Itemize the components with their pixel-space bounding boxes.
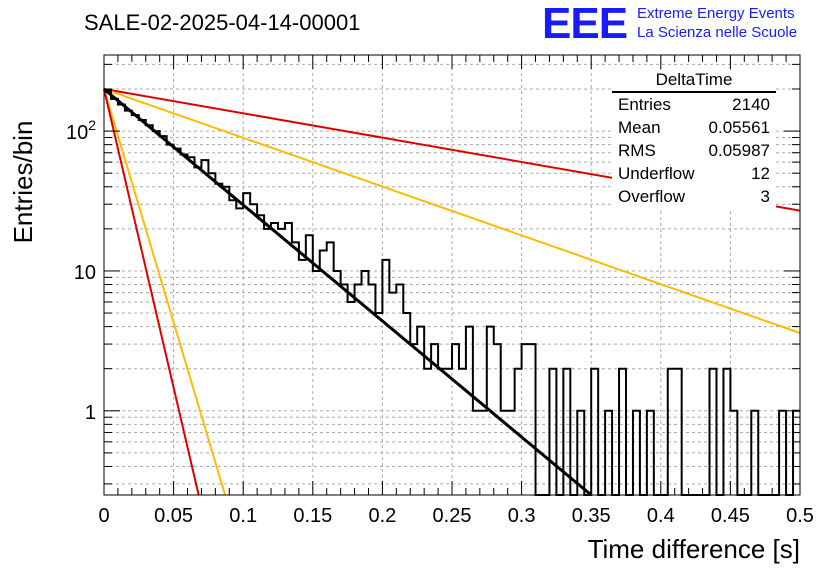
x-axis-label: Time difference [s]: [588, 534, 800, 564]
histogram-bin: [229, 200, 236, 495]
histogram-bin: [271, 223, 278, 495]
logo-caption-line1: Extreme Energy Events: [637, 5, 795, 22]
x-tick-label: 0.25: [433, 505, 472, 527]
histogram-bin: [299, 260, 306, 495]
stats-value: 2140: [732, 95, 770, 114]
band-line-red: [103, 88, 200, 496]
histogram-bin: [334, 271, 341, 495]
x-tick-label: 0.35: [572, 505, 611, 527]
histogram-bin: [389, 293, 396, 495]
stats-label: Entries: [618, 95, 671, 114]
histogram-bin: [549, 369, 556, 495]
histogram-bin: [320, 251, 327, 495]
stats-box: DeltaTime Entries 2140 Mean 0.05561 RMS …: [612, 70, 776, 208]
histogram-bin: [285, 223, 292, 495]
stats-value: 3: [760, 187, 770, 206]
histogram-bin: [201, 160, 208, 495]
histogram-bin: [222, 187, 229, 495]
stats-row-mean: Mean 0.05561: [612, 116, 776, 139]
logo-caption-line2: La Scienza nelle Scuole: [637, 24, 798, 41]
stats-title: DeltaTime: [612, 70, 776, 93]
stats-row-overflow: Overflow 3: [612, 185, 776, 208]
x-tick-label: 0.15: [293, 505, 332, 527]
stats-value: 12: [751, 164, 770, 183]
histogram-bin: [306, 235, 313, 495]
x-tick-label: 0.05: [154, 505, 193, 527]
stats-row-underflow: Underflow 12: [612, 162, 776, 185]
histogram-bin: [591, 369, 598, 495]
histogram-bin: [278, 229, 285, 495]
histogram-bin: [146, 125, 153, 495]
histogram-bin: [215, 184, 222, 495]
histogram-bin: [723, 369, 730, 495]
histogram-bin: [410, 344, 417, 495]
histogram-bin: [522, 344, 529, 495]
histogram-bin: [375, 313, 382, 495]
histogram-bin: [424, 369, 431, 495]
histogram-bin: [710, 369, 717, 495]
stats-row-rms: RMS 0.05987: [612, 139, 776, 162]
histogram-bin: [341, 284, 348, 495]
exponential-fit-line: [103, 87, 593, 497]
logo-caption: Extreme Energy Events La Scienza nelle S…: [637, 4, 797, 42]
histogram-bin: [174, 149, 181, 495]
histogram-bin: [668, 369, 675, 495]
histogram-bin: [194, 167, 201, 495]
tick-labels: 0 0.05 0.1 0.15 0.2 0.25 0.3 0.35 0.4 0.45 0.5 1 10 1…: [66, 117, 814, 527]
histogram-bin: [675, 369, 682, 495]
stats-value: 0.05987: [708, 141, 770, 160]
stats-label: RMS: [618, 141, 656, 160]
frame: [103, 54, 801, 496]
histogram-bin: [236, 208, 243, 495]
x-tick-label: 0.3: [508, 505, 536, 527]
stats-row-entries: Entries 2140: [612, 93, 776, 116]
histogram-bin: [438, 369, 445, 495]
histogram-bin: [264, 229, 271, 495]
histogram-bin: [160, 136, 167, 495]
y-tick-label: 10: [74, 262, 96, 284]
histogram-bin: [382, 260, 389, 495]
histogram-bin: [132, 115, 139, 495]
histogram-bin: [313, 271, 320, 495]
histogram-bin: [139, 120, 146, 495]
y-tick-label: 102: [66, 117, 96, 144]
x-tick-label: 0.1: [229, 505, 257, 527]
stats-label: Overflow: [618, 187, 686, 206]
x-tick-label: 0.5: [786, 505, 814, 527]
histogram-bin: [452, 344, 459, 495]
histogram-bin: [445, 369, 452, 495]
x-tick-label: 0.4: [647, 505, 675, 527]
histogram-bin: [355, 284, 362, 495]
histogram-bin: [208, 173, 215, 495]
x-tick-label: 0.2: [368, 505, 396, 527]
histogram-bin: [111, 99, 118, 495]
stats-value: 0.05561: [708, 118, 770, 137]
run-title: SALE-02-2025-04-14-00001: [84, 10, 361, 35]
x-tick-label: 0: [98, 505, 109, 527]
x-tick-label: 0.45: [711, 505, 750, 527]
y-axis-label: Entries/bin: [8, 121, 38, 244]
histogram-bin: [619, 369, 626, 495]
stats-label: Underflow: [618, 164, 695, 183]
eee-logo: EEE: [542, 0, 628, 48]
histogram-bin: [529, 344, 536, 495]
stats-label: Mean: [618, 118, 661, 137]
band-line-yellow: [103, 88, 801, 334]
y-tick-label: 1: [85, 402, 96, 424]
histogram-bin: [250, 204, 257, 495]
histogram-bin: [396, 284, 403, 495]
band-line-yellow: [103, 88, 227, 496]
